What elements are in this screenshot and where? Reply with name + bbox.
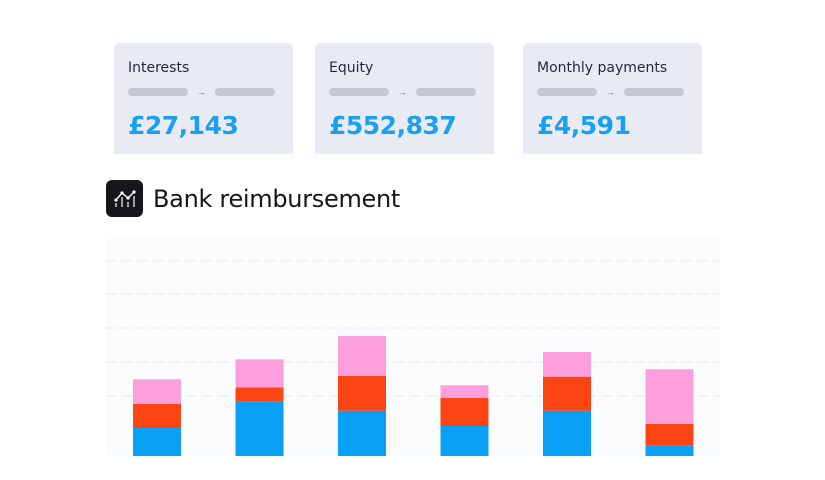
card-value: £4,591 — [537, 111, 631, 140]
chart-heading: Bank reimbursement — [106, 180, 400, 217]
bar-segment-2-col-5 — [543, 376, 591, 411]
bar-segment-3-col-6 — [645, 369, 694, 424]
interests-card[interactable]: Interests → £27,143 — [114, 43, 293, 154]
arrow-right-icon: → — [197, 87, 206, 97]
bar-segment-1-col-3 — [338, 410, 386, 456]
bar-cap-col-2 — [235, 359, 284, 366]
bar-cap-col-1 — [133, 379, 181, 386]
placeholder-bar — [624, 88, 684, 96]
bar-segment-2-col-3 — [338, 376, 386, 411]
bar-segment-1-col-6 — [645, 445, 694, 456]
card-title: Monthly payments — [537, 60, 668, 76]
bar-segment-1-col-4 — [440, 426, 489, 456]
bar-chart — [106, 238, 720, 456]
bar-segment-1-col-5 — [543, 410, 591, 456]
bar-cap-col-4 — [440, 385, 489, 392]
bar-segment-1-col-1 — [133, 428, 181, 456]
card-value: £27,143 — [128, 111, 239, 140]
pill-row: → — [537, 87, 688, 97]
chart-canvas — [106, 260, 720, 456]
bar-segment-1-col-2 — [235, 401, 284, 456]
arrow-right-icon: → — [398, 87, 407, 97]
bar-segment-2-col-4 — [440, 398, 489, 426]
bar-cap-col-6 — [645, 369, 694, 376]
bar-segment-3-col-3 — [338, 336, 386, 376]
placeholder-bar — [416, 88, 476, 96]
placeholder-bar — [537, 88, 597, 96]
placeholder-bar — [128, 88, 188, 96]
bar-segment-2-col-6 — [645, 424, 694, 446]
placeholder-bar — [215, 88, 275, 96]
chart-title: Bank reimbursement — [153, 184, 401, 213]
bar-cap-col-5 — [543, 352, 591, 358]
card-value: £552,837 — [329, 111, 457, 140]
equity-card[interactable]: Equity → £552,837 — [315, 43, 494, 154]
card-title: Equity — [329, 60, 374, 76]
bar-segment-2-col-2 — [235, 387, 284, 402]
monthly-payments-card[interactable]: Monthly payments → £4,591 — [523, 43, 702, 154]
placeholder-bar — [329, 88, 389, 96]
bar-segment-2-col-1 — [133, 404, 181, 428]
pill-row: → — [329, 87, 480, 97]
card-title: Interests — [128, 60, 190, 76]
line-chart-icon — [106, 180, 143, 217]
bar-cap-col-3 — [338, 336, 386, 342]
arrow-right-icon: → — [606, 87, 615, 97]
pill-row: → — [128, 87, 279, 97]
